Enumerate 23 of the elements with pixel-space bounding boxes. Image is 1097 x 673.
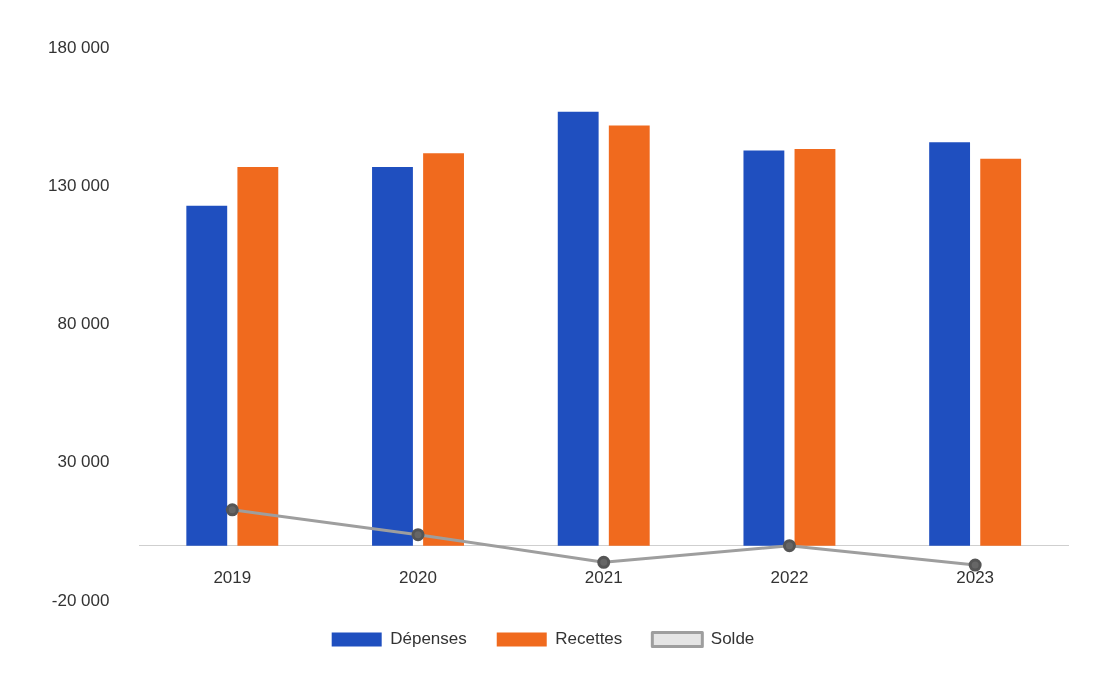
x-tick-label: 2021 [584, 567, 623, 587]
x-tick-label: 2020 [399, 567, 437, 587]
y-tick-label: 80 000 [57, 314, 110, 334]
bar [557, 111, 599, 546]
bar [237, 167, 279, 546]
legend-label: Recettes [555, 629, 623, 649]
y-tick-label: 30 000 [57, 452, 110, 472]
bar [980, 158, 1022, 546]
bar [929, 142, 971, 546]
legend-label: Solde [710, 629, 755, 649]
bar [372, 167, 413, 546]
x-tick-label: 2023 [956, 567, 995, 587]
x-tick-label: 2019 [213, 567, 252, 587]
bar [608, 125, 650, 546]
y-tick-label: 130 000 [48, 176, 110, 196]
y-tick-label: -20 000 [51, 590, 110, 610]
legend-label: Dépenses [390, 629, 467, 649]
y-tick-label: 180 000 [48, 37, 110, 57]
bar [186, 205, 228, 546]
bar [743, 150, 785, 546]
bar [794, 149, 836, 546]
x-tick-label: 2022 [770, 567, 809, 587]
bar [423, 153, 464, 546]
